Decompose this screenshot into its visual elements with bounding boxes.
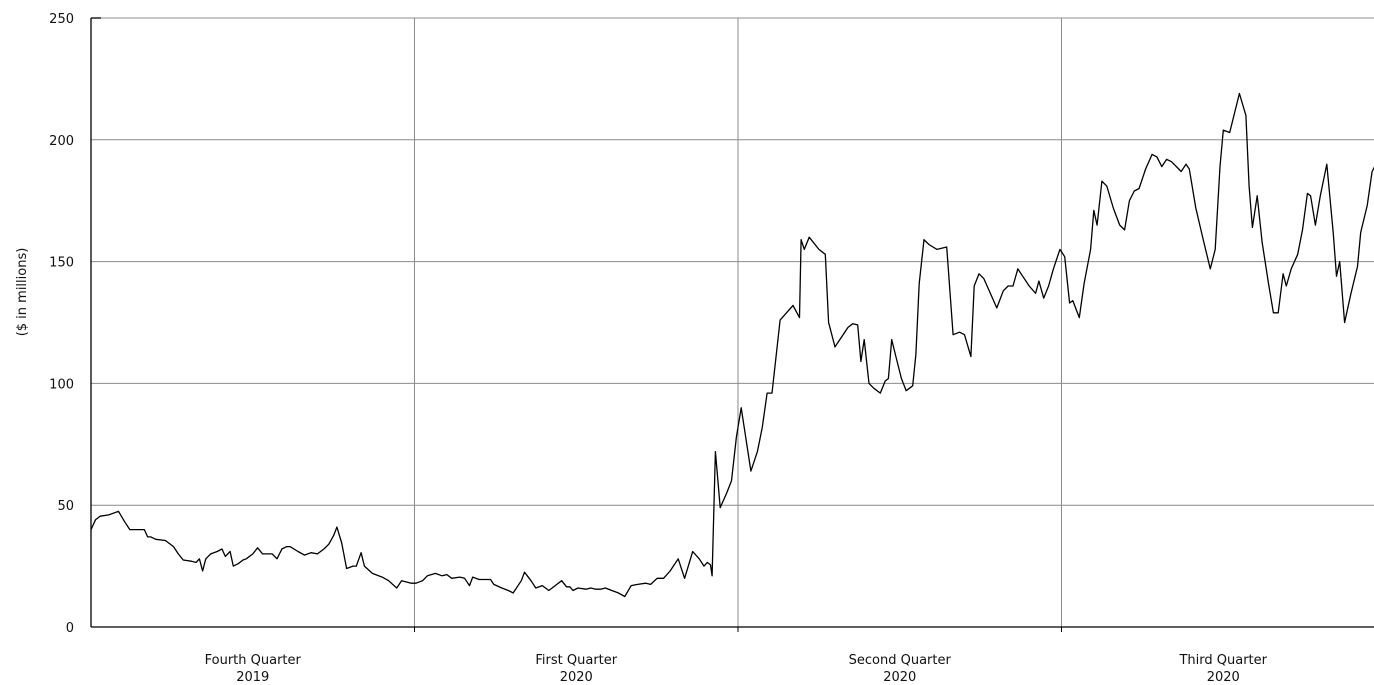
category-label-line2: 2020 (1207, 670, 1240, 685)
gridlines (91, 17, 1374, 627)
y-tick-label-250: 250 (49, 12, 74, 27)
category-label-line1: First Quarter (535, 653, 617, 668)
y-tick-label-50: 50 (57, 499, 74, 514)
y-tick-label-100: 100 (49, 377, 74, 392)
y-tick-label-150: 150 (49, 256, 74, 271)
y-tick-label-200: 200 (49, 134, 74, 149)
category-label-line2: 2019 (236, 670, 269, 685)
axes (90, 17, 1374, 632)
category-label-line1: Fourth Quarter (205, 653, 302, 668)
category-label-line2: 2020 (883, 670, 916, 685)
category-label-line1: Second Quarter (849, 653, 952, 668)
series-line (90, 92, 1374, 598)
category-label-line2: 2020 (560, 670, 593, 685)
category-label-line1: Third Quarter (1178, 653, 1267, 668)
y-tick-labels: 0 50 100 150 200 250 (49, 12, 74, 636)
x-category-labels: Fourth Quarter 2019 First Quarter 2020 Secon… (205, 653, 1268, 685)
y-tick-label-0: 0 (66, 621, 74, 636)
y-axis-title: ($ in millions) (15, 248, 30, 337)
